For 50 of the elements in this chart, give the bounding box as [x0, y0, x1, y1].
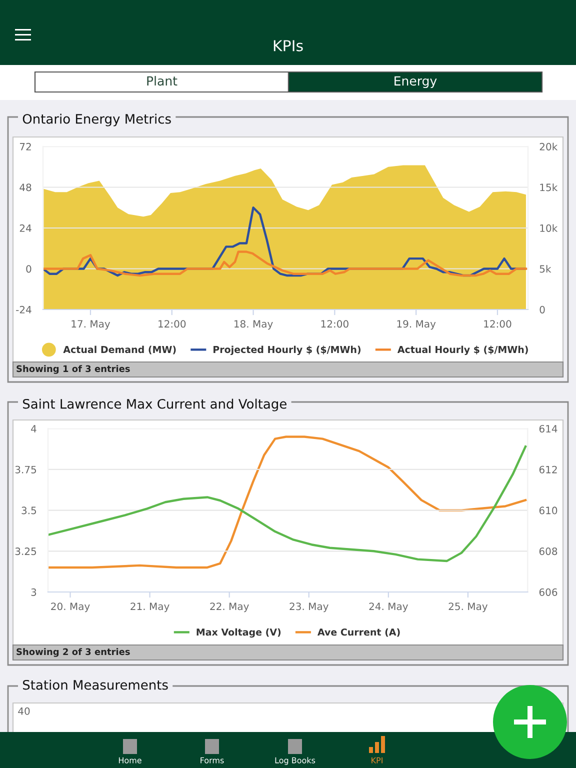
y2-tick-label: 612	[539, 466, 557, 474]
text: Plant	[147, 76, 178, 86]
x-tick-label: 19. May	[397, 320, 436, 330]
x-tick-label: 17. May	[72, 320, 110, 330]
y-tick-label: 3.5	[22, 506, 36, 514]
y2-tick-label: 0	[540, 306, 545, 314]
text: KPIs	[274, 40, 303, 52]
text: Forms	[200, 757, 224, 764]
y-tick-label: 3.75	[15, 466, 36, 474]
x-tick-label: 12:00	[484, 320, 512, 328]
chart-title: Saint Lawrence Max Current and Voltage	[22, 398, 286, 412]
y-tick-label: 3.25	[15, 548, 36, 556]
x-tick-label: 24. May	[369, 602, 408, 612]
legend-label: Actual Demand (MW)	[63, 346, 176, 354]
y2-tick-label: 10k	[540, 224, 558, 232]
y-tick-label: 72	[20, 142, 31, 150]
x-tick-label: 12:00	[321, 320, 348, 328]
x-tick-label: 20. May	[51, 602, 90, 612]
x-tick-label: 23. May	[290, 602, 328, 612]
y-tick-label: 3	[31, 588, 36, 596]
y2-tick-label: 5k	[540, 264, 552, 273]
y-tick-label: 24	[20, 224, 32, 232]
y2-tick-label: 20k	[540, 142, 558, 150]
y-tick-label: -24	[16, 306, 32, 314]
text: Log Books	[275, 757, 316, 765]
y2-tick-label: 610	[539, 506, 558, 514]
x-tick-label: 18. May	[234, 320, 273, 330]
text: Showing 2 of 3 entries	[16, 648, 130, 657]
x-tick-label: 22. May	[210, 602, 249, 612]
x-tick-label: 25. May	[448, 602, 488, 612]
y-tick-label: 48	[20, 184, 32, 192]
legend-label: Projected Hourly $ ($/MWh)	[214, 346, 360, 356]
y2-tick-label: 606	[539, 588, 558, 596]
text: Home	[118, 757, 142, 764]
text: Showing 1 of 3 entries	[16, 365, 130, 374]
y2-tick-label: 608	[539, 548, 558, 556]
legend-label: Actual Hourly $ ($/MWh)	[397, 346, 528, 356]
legend-label: Ave Current (A)	[318, 628, 400, 637]
text: KPI	[372, 757, 382, 764]
y2-tick-label: 15k	[540, 183, 558, 192]
x-tick-label: 12:00	[158, 320, 186, 328]
chart-title: Ontario Energy Metrics	[22, 114, 171, 126]
y-tick-label: 4	[31, 425, 36, 432]
text: Station Measurements	[22, 680, 168, 690]
y2-tick-label: 614	[539, 424, 558, 433]
text: Energy	[394, 76, 437, 88]
y-tick-label: 0	[26, 265, 32, 273]
legend-label: Max Voltage (V)	[196, 628, 281, 638]
text: 40	[18, 707, 30, 715]
x-tick-label: 21. May	[130, 602, 170, 612]
